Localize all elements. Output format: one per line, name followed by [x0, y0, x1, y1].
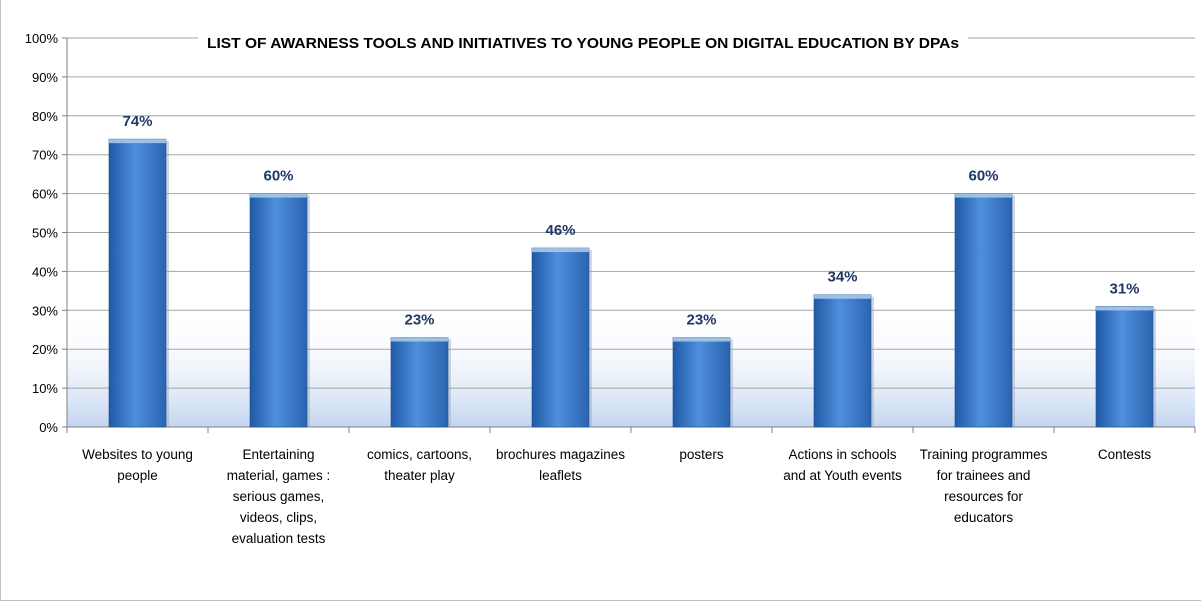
y-tick-label: 20%	[32, 342, 58, 357]
category-label: educators	[954, 510, 1014, 525]
y-tick-label: 70%	[32, 148, 58, 163]
category-label: Contests	[1098, 447, 1152, 462]
data-label: 60%	[968, 168, 998, 185]
y-tick-label: 80%	[32, 109, 58, 124]
category-label: Actions in schools	[788, 447, 896, 462]
bar-top-highlight	[814, 294, 871, 299]
bar-top-highlight	[250, 193, 307, 198]
y-tick-label: 90%	[32, 70, 58, 85]
category-label: comics, cartoons,	[367, 447, 472, 462]
y-tick-label: 100%	[25, 31, 59, 46]
data-label: 23%	[404, 312, 434, 329]
chart-title: LIST OF AWARNESS TOOLS AND INITIATIVES T…	[198, 28, 968, 56]
category-label: Training programmes	[920, 447, 1048, 462]
bar	[1095, 306, 1154, 428]
bar-top-highlight	[1096, 306, 1153, 311]
category-label: serious games,	[233, 489, 325, 504]
bar	[390, 337, 449, 428]
data-label: 46%	[545, 222, 575, 239]
chart-title-text: LIST OF AWARNESS TOOLS AND INITIATIVES T…	[207, 35, 959, 52]
category-label: posters	[679, 447, 724, 462]
bars	[108, 138, 1156, 428]
chart-title-background	[198, 28, 968, 56]
labels: 0% 10% 20% 30% 40% 50% 60% 70% 80% 90% 100% 74% Webs…	[25, 31, 1152, 546]
y-tick-label: 0%	[39, 420, 58, 435]
bar-top-highlight	[955, 193, 1012, 198]
data-label: 31%	[1109, 280, 1139, 297]
bar-top-highlight	[532, 248, 589, 253]
category-label: material, games :	[227, 468, 331, 483]
y-tick-label: 50%	[32, 226, 58, 241]
bar	[249, 193, 308, 428]
plot-band	[67, 310, 1195, 427]
data-label: 74%	[122, 113, 152, 130]
bar	[108, 138, 167, 428]
y-tick-label: 10%	[32, 381, 58, 396]
y-tick-label: 30%	[32, 303, 58, 318]
bar	[813, 294, 872, 428]
bar	[672, 337, 731, 428]
category-label: videos, clips,	[240, 510, 317, 525]
bar-top-highlight	[673, 337, 730, 342]
bar	[531, 247, 590, 428]
category-label: leaflets	[539, 468, 582, 483]
category-label: resources for	[944, 489, 1023, 504]
bar	[954, 193, 1013, 428]
y-tick-label: 60%	[32, 187, 58, 202]
category-label: Websites to young	[82, 447, 193, 462]
bar-top-highlight	[109, 139, 166, 144]
category-label: for trainees and	[937, 468, 1031, 483]
category-label: brochures magazines	[496, 447, 625, 462]
category-label: people	[117, 468, 158, 483]
category-label: evaluation tests	[232, 531, 326, 546]
y-tick-label: 40%	[32, 264, 58, 279]
bar-top-highlight	[391, 337, 448, 342]
category-label: and at Youth events	[783, 468, 902, 483]
category-label: Entertaining	[242, 447, 314, 462]
category-label: theater play	[384, 468, 455, 483]
data-label: 60%	[263, 168, 293, 185]
data-label: 34%	[827, 269, 857, 286]
data-label: 23%	[686, 312, 716, 329]
